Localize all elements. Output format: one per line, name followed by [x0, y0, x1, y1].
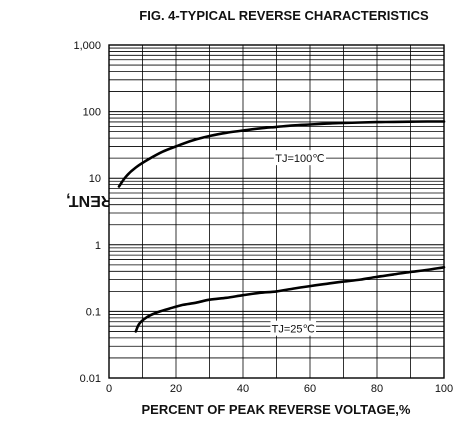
x-tick-label: 20	[170, 383, 182, 395]
x-tick-label: 100	[435, 383, 453, 395]
series-label-tj-100c: TJ=100℃	[275, 153, 324, 165]
plot-frame	[108, 44, 445, 379]
series-label-tj-25c: TJ=25℃	[272, 324, 315, 336]
y-tick-label: 0.1	[86, 306, 101, 318]
x-tick-label: 80	[371, 383, 383, 395]
x-tick-label: 0	[106, 383, 112, 395]
y-tick-label: 0.01	[80, 373, 101, 385]
series-label-bg	[273, 150, 327, 166]
y-tick-label: 100	[83, 107, 101, 119]
y-tick-label: 1	[95, 240, 101, 252]
series-line-tj-100c	[117, 120, 446, 188]
series-line-tj-25c	[134, 266, 446, 333]
x-tick-label: 60	[304, 383, 316, 395]
chart-title: FIG. 4-TYPICAL REVERSE CHARACTERISTICS	[139, 8, 429, 23]
y-tick-label: 1,000	[73, 40, 101, 52]
series-label-bg	[270, 320, 317, 336]
x-axis-label: PERCENT OF PEAK REVERSE VOLTAGE,%	[141, 402, 411, 417]
y-tick-label: 10	[89, 173, 101, 185]
x-tick-label: 40	[237, 383, 249, 395]
